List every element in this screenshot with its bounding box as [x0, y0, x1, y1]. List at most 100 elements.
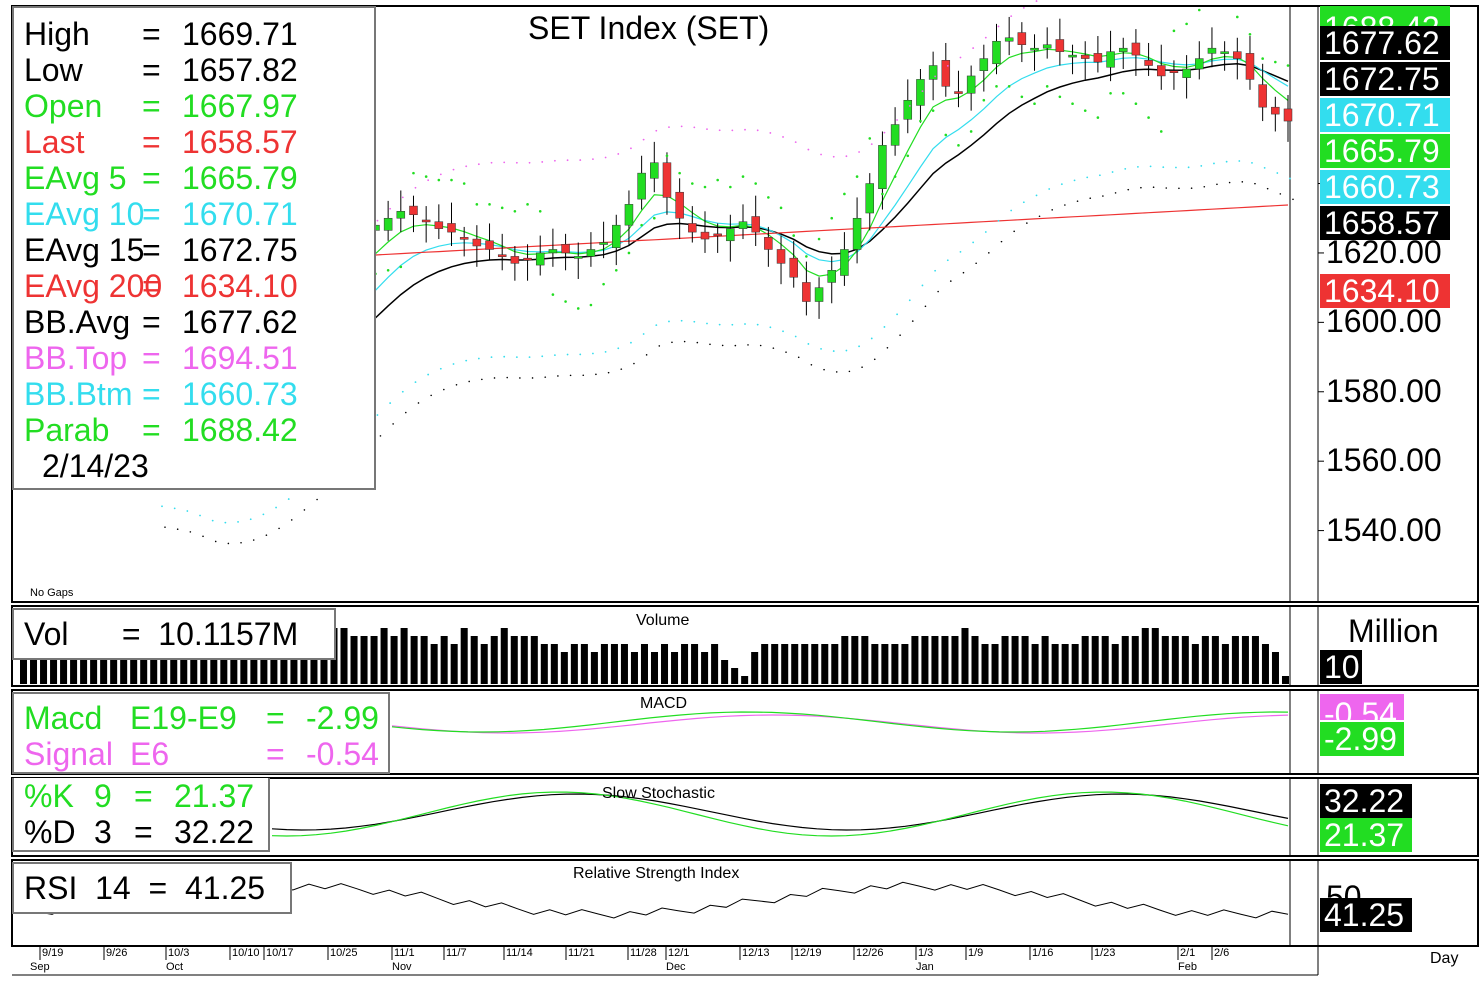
macd-param: E6 — [130, 736, 170, 772]
bb-bottom-dot — [959, 250, 962, 253]
y-tick-label: 1620.00 — [1326, 233, 1442, 270]
bb-top-dot — [655, 129, 658, 132]
candle-body — [624, 204, 634, 226]
volume-bar — [1161, 636, 1169, 684]
readout-equals: = — [142, 196, 161, 232]
bb-bottom-dot — [617, 347, 620, 350]
x-tick-label: 1/16 — [1032, 947, 1054, 959]
bb-avg-dot — [544, 376, 547, 378]
parabolic-dot — [893, 175, 897, 178]
bb-top-dot — [997, 25, 1000, 28]
bb-avg-dot — [316, 498, 318, 501]
x-tick-label: 11/28 — [630, 947, 657, 959]
readout-value: 1688.42 — [182, 412, 298, 448]
candle-body — [840, 249, 849, 276]
parabolic-dot — [399, 265, 403, 269]
volume-bar — [600, 644, 608, 684]
bb-bottom-dot — [718, 323, 721, 326]
volume-bar — [921, 636, 929, 684]
bb-avg-dot — [607, 371, 610, 374]
bb-bottom-dot — [490, 356, 493, 359]
volume-bar — [430, 644, 438, 684]
parabolic-dot — [1071, 102, 1074, 106]
bb-avg-dot — [810, 363, 813, 366]
stochastic-readout-row: %K 9 = 21.37 — [24, 778, 268, 814]
readout-value: 1669.71 — [182, 16, 298, 52]
bb-bottom-dot — [376, 414, 379, 416]
volume-bar — [1131, 636, 1139, 684]
macd-line — [391, 711, 1289, 733]
bb-bottom-dot — [1022, 201, 1025, 204]
candle-body — [1118, 47, 1128, 52]
readout-label: BB.Btm — [24, 376, 133, 412]
bb-avg-dot — [405, 411, 407, 414]
bb-top-dot — [858, 151, 860, 153]
readout-equals: = — [142, 376, 161, 412]
bb-top-dot — [465, 165, 468, 168]
bb-top-dot — [908, 105, 911, 107]
bb-avg-dot — [861, 366, 863, 368]
bb-top-dot — [389, 207, 392, 210]
parabolic-dot — [488, 203, 491, 206]
parabolic-dot — [665, 154, 669, 158]
volume-bar — [70, 636, 78, 684]
bb-avg-dot — [303, 509, 306, 511]
parabolic-dot — [1007, 85, 1011, 88]
bb-bottom-dot — [1149, 165, 1152, 168]
bb-top-dot — [427, 179, 430, 182]
x-tick-label: 10/25 — [330, 947, 358, 959]
bb-bottom-dot — [845, 349, 848, 352]
volume-bar — [1251, 636, 1259, 684]
volume-bar — [901, 644, 909, 684]
bb-bottom-dot — [820, 347, 822, 350]
candle-body — [383, 217, 393, 231]
volume-bar — [1241, 636, 1249, 684]
candle-body — [1195, 58, 1204, 70]
y-tick-label: 1600.00 — [1326, 303, 1442, 340]
bb-avg-dot — [1127, 188, 1130, 191]
x-month-label: Dec — [666, 961, 686, 973]
volume-bar — [160, 636, 168, 684]
bb-avg-dot — [557, 375, 559, 377]
macd-value: -0.54 — [306, 736, 379, 772]
readout-label: EAvg 10 — [24, 196, 145, 232]
readout-equals: = — [142, 232, 161, 268]
bb-avg-dot — [962, 271, 965, 274]
x-tick-label: 10/10 — [232, 947, 260, 959]
readout-equals: = — [142, 340, 161, 376]
candle-body — [1258, 84, 1267, 108]
candle-body — [992, 40, 1001, 65]
candle-body — [650, 162, 659, 179]
bb-bottom-dot — [1225, 160, 1228, 163]
rsi-value: 41.25 — [184, 870, 266, 906]
macd-readout-row: Signal E6 = -0.54 — [24, 736, 388, 772]
readout-value: 1672.75 — [182, 232, 298, 268]
volume-bar — [881, 644, 889, 684]
readout-row: EAvg 5 = 1665.79 — [24, 160, 374, 196]
bb-avg-dot — [873, 358, 876, 361]
volume-bar — [340, 628, 348, 684]
bb-avg-dot — [1266, 187, 1269, 190]
macd-value: -2.99 — [306, 700, 379, 736]
x-month-label: Oct — [166, 961, 184, 973]
bb-bottom-dot — [1048, 188, 1051, 190]
bb-bottom-dot — [1137, 165, 1139, 168]
x-tick-label: 1/9 — [968, 947, 984, 959]
candle-body — [688, 223, 697, 233]
bb-top-dot — [934, 75, 937, 78]
parabolic-dot — [576, 307, 580, 310]
x-month-label: Nov — [392, 961, 412, 973]
bb-bottom-dot — [566, 353, 569, 356]
bb-bottom-dot — [782, 330, 784, 333]
parabolic-dot — [691, 182, 694, 185]
parabolic-dot — [589, 303, 593, 307]
bb-bottom-dot — [237, 521, 239, 523]
candle-body — [903, 99, 913, 120]
volume-bar — [681, 644, 689, 684]
volume-bar — [530, 636, 538, 684]
parabolic-dot — [1261, 57, 1264, 60]
price-value-box: 1672.75 — [1320, 62, 1450, 96]
volume-bar — [500, 628, 508, 684]
volume-bar — [801, 644, 809, 684]
stoch-param: 9 — [94, 778, 112, 814]
